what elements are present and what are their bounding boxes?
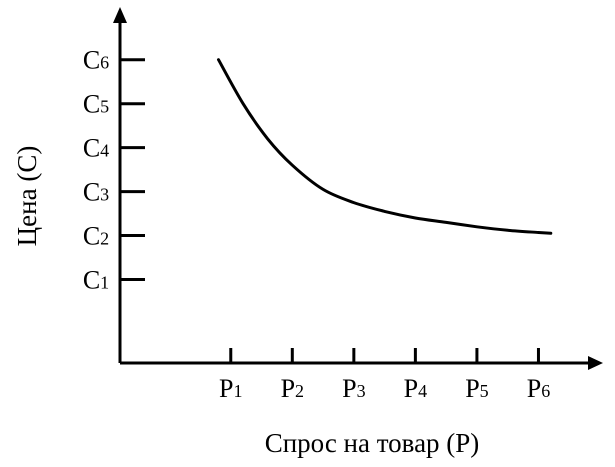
- x-tick-label: Р4: [404, 374, 427, 403]
- x-tick-subscript: 1: [234, 381, 243, 401]
- x-axis-arrow: [588, 356, 603, 370]
- y-axis-label: Цена (С): [12, 146, 42, 247]
- y-axis-arrow: [113, 7, 127, 23]
- series: [217, 58, 553, 235]
- x-ticks: Р1 Р2 Р3 Р4 Р5 Р6: [219, 348, 550, 403]
- y-tick-label: С6: [83, 46, 109, 75]
- x-tick-letter: Р: [281, 374, 295, 403]
- y-tick-subscript: 3: [100, 185, 109, 205]
- x-tick-subscript: 2: [295, 381, 304, 401]
- x-tick-label: Р2: [281, 374, 304, 403]
- x-tick-letter: Р: [219, 374, 233, 403]
- x-tick-subscript: 3: [357, 381, 366, 401]
- y-tick-letter: С: [83, 222, 100, 251]
- y-tick-subscript: 4: [100, 141, 109, 161]
- y-tick-label: С2: [83, 222, 109, 251]
- x-tick-label: Р3: [342, 374, 365, 403]
- y-tick-label: С1: [83, 265, 109, 294]
- x-tick-subscript: 6: [541, 381, 550, 401]
- y-tick-subscript: 1: [100, 272, 109, 292]
- x-tick-letter: Р: [404, 374, 418, 403]
- x-tick-subscript: 4: [418, 381, 427, 401]
- y-tick-letter: С: [83, 90, 100, 119]
- y-tick-subscript: 2: [100, 229, 109, 249]
- y-tick-letter: С: [83, 46, 100, 75]
- demand-curve: [217, 58, 553, 235]
- x-tick-subscript: 5: [480, 381, 489, 401]
- y-tick-label: С3: [83, 178, 109, 207]
- x-axis-label: Спрос на товар (Р): [265, 428, 480, 458]
- x-tick-label: Р5: [465, 374, 488, 403]
- y-tick-subscript: 6: [100, 53, 109, 73]
- x-tick-letter: Р: [342, 374, 356, 403]
- y-tick-letter: С: [83, 134, 100, 163]
- x-tick-label: Р6: [527, 374, 550, 403]
- x-tick-letter: Р: [465, 374, 479, 403]
- y-tick-label: С5: [83, 90, 109, 119]
- y-tick-letter: С: [83, 265, 100, 294]
- y-tick-subscript: 5: [100, 97, 109, 117]
- y-tick-letter: С: [83, 178, 100, 207]
- axes: [113, 7, 603, 370]
- x-tick-label: Р1: [219, 374, 242, 403]
- y-tick-label: С4: [83, 134, 109, 163]
- x-tick-letter: Р: [527, 374, 541, 403]
